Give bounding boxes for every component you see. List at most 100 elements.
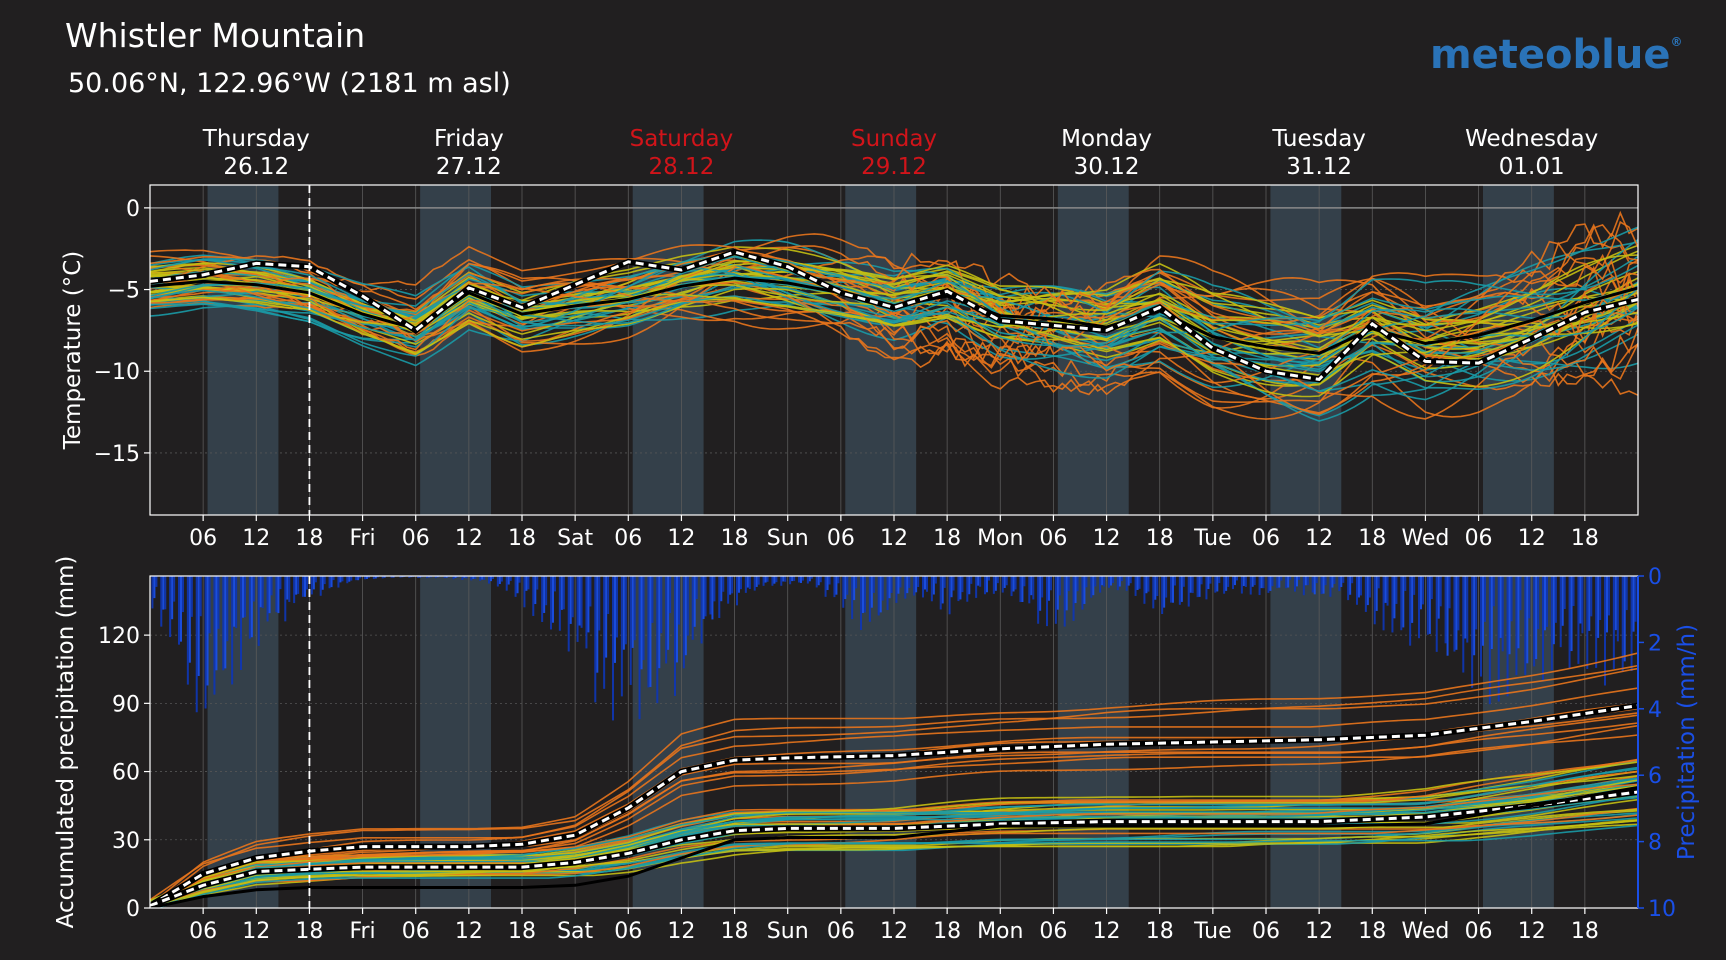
precip-rate-bar — [890, 576, 893, 593]
precip-rate-bar — [235, 576, 238, 629]
y-tick-label: −5 — [108, 279, 140, 304]
precip-rate-bar — [1563, 576, 1566, 609]
precip-rate-bar — [913, 576, 916, 596]
precip-rate-bar — [1178, 576, 1181, 605]
precip-rate-bar — [766, 576, 769, 582]
precip-rate-bar — [1510, 576, 1513, 622]
x-tick-label: 06 — [1039, 919, 1067, 944]
night-band — [632, 185, 704, 515]
precip-rate-bar — [1597, 576, 1600, 638]
precip-rate-bar — [1174, 576, 1176, 586]
precip-rate-bar — [975, 576, 978, 598]
precip-rate-bar — [1207, 576, 1210, 590]
precip-rate-bar — [1492, 576, 1495, 607]
precip-rate-bar — [507, 576, 510, 585]
precip-rate-bar — [1625, 576, 1628, 611]
ensemble-member-line — [150, 823, 1638, 908]
precip-rate-bar — [1614, 576, 1617, 631]
precip-rate-bar — [682, 576, 685, 669]
precip-rate-bar — [454, 576, 457, 579]
precip-rate-bar — [217, 576, 220, 629]
precip-rate-bar — [1342, 576, 1345, 583]
precip-rate-bar — [1484, 576, 1486, 622]
x-tick-label: Sat — [557, 526, 593, 551]
precip-rate-bar — [1570, 576, 1573, 652]
precip-rate-bar — [1161, 576, 1164, 614]
precip-rate-bar — [392, 576, 395, 578]
x-tick-label: Fri — [349, 919, 375, 944]
precip-rate-bar — [1426, 576, 1429, 635]
precip-rate-bar — [525, 576, 528, 591]
precip-rate-bar — [594, 576, 597, 703]
day-name-label: Monday — [1061, 126, 1152, 152]
precip-rate-bar — [445, 576, 448, 578]
mean-line — [150, 250, 1638, 382]
y2-axis-label: Precipitation (mm/h) — [1674, 624, 1700, 860]
precip-rate-bar — [1420, 576, 1422, 610]
x-tick-label: 06 — [189, 919, 217, 944]
precip-rate-bar — [259, 576, 262, 608]
precip-rate-bar — [461, 576, 464, 580]
precip-rate-bar — [1448, 576, 1451, 609]
precip-rate-bar — [188, 576, 191, 663]
precip-rate-bar — [897, 576, 900, 594]
precip-rate-bar — [1356, 576, 1358, 605]
x-tick-label: 06 — [189, 526, 217, 551]
precip-rate-bar — [1422, 576, 1424, 605]
x-tick-label: 18 — [933, 919, 961, 944]
precip-rate-bar — [620, 576, 623, 697]
precip-rate-bar — [986, 576, 988, 593]
precip-rate-bar — [844, 576, 847, 600]
precip-rate-bar — [323, 576, 326, 585]
precip-rate-bar — [266, 576, 269, 622]
x-tick-label: 12 — [880, 526, 908, 551]
ensemble-member-line — [150, 283, 1638, 379]
precip-rate-bar — [204, 576, 207, 709]
precip-rate-bar — [598, 576, 601, 631]
precip-rate-bar — [417, 576, 420, 579]
precip-rate-bar — [1189, 576, 1192, 593]
x-tick-label: 12 — [242, 526, 270, 551]
precip-rate-bar — [1568, 576, 1571, 669]
precip-rate-bar — [612, 576, 614, 721]
precip-rate-bar — [1041, 576, 1044, 598]
precip-rate-bar — [306, 576, 308, 590]
precip-rate-bar — [1200, 576, 1203, 585]
x-tick-label: 12 — [1093, 526, 1121, 551]
precip-rate-bar — [399, 576, 402, 578]
precip-rate-bar — [1400, 576, 1403, 631]
precip-rate-bar — [939, 576, 942, 610]
precip-rate-bar — [1046, 576, 1048, 627]
precip-rate-bar — [686, 576, 689, 636]
precip-rate-bar — [950, 576, 953, 598]
precip-rate-bar — [1001, 576, 1004, 593]
precip-rate-bar — [1630, 576, 1633, 672]
precip-rate-bar — [304, 576, 306, 597]
x-tick-label: 18 — [1571, 526, 1599, 551]
precip-rate-bar — [1253, 576, 1256, 586]
ensemble-member-line — [150, 761, 1638, 905]
ensemble-member-line — [150, 783, 1638, 905]
precip-rate-bar — [332, 576, 335, 581]
y-tick-label: 120 — [98, 624, 140, 649]
day-name-label: Sunday — [851, 126, 937, 152]
precip-rate-bar — [1552, 576, 1555, 645]
day-name-label: Wednesday — [1465, 126, 1598, 152]
x-tick-label: 18 — [295, 526, 323, 551]
precip-rate-bar — [658, 576, 661, 669]
precip-rate-bar — [917, 576, 920, 588]
x-tick-label: 18 — [721, 919, 749, 944]
x-tick-label: 18 — [508, 526, 536, 551]
precip-rate-bar — [534, 576, 537, 605]
precip-rate-bar — [463, 576, 466, 578]
precip-rate-bar — [979, 576, 982, 587]
precip-rate-bar — [376, 576, 379, 578]
precip-rate-bar — [1163, 576, 1166, 608]
precip-rate-bar — [1581, 576, 1584, 634]
precip-rate-bar — [1382, 576, 1385, 631]
precip-rate-bar — [1232, 576, 1234, 590]
precip-rate-bar — [1050, 576, 1052, 591]
precip-rate-bar — [651, 576, 654, 623]
